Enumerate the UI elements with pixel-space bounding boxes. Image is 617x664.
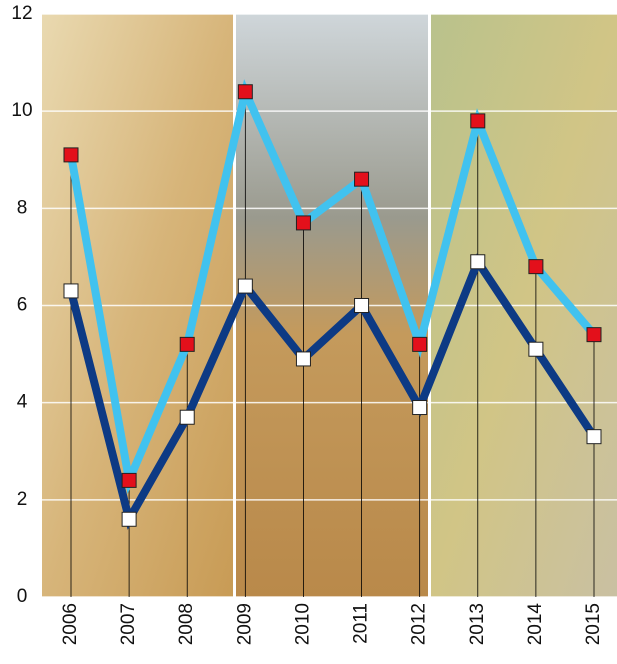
marker bbox=[63, 147, 79, 163]
marker bbox=[354, 298, 370, 313]
x-tick-label: 2014 bbox=[525, 603, 546, 646]
marker bbox=[237, 84, 253, 100]
marker bbox=[63, 283, 79, 299]
marker bbox=[121, 511, 137, 527]
marker bbox=[528, 341, 544, 357]
x-tick-label: 2008 bbox=[176, 603, 197, 645]
y-tick-label: 2 bbox=[17, 489, 28, 510]
x-tick-label: 2011 bbox=[351, 603, 372, 644]
x-tick-label: 2009 bbox=[234, 603, 255, 645]
x-tick-label: 2012 bbox=[409, 603, 430, 645]
marker bbox=[179, 336, 195, 352]
marker bbox=[412, 336, 428, 352]
x-tick-label: 2015 bbox=[583, 603, 604, 645]
y-tick-label: 0 bbox=[17, 586, 28, 607]
series-line bbox=[67, 253, 598, 530]
marker bbox=[237, 278, 253, 294]
x-tick-label: 2007 bbox=[118, 603, 139, 645]
series-line bbox=[67, 79, 598, 495]
marker bbox=[295, 215, 311, 231]
marker bbox=[295, 351, 311, 367]
marker bbox=[179, 409, 195, 425]
y-tick-label: 6 bbox=[17, 295, 28, 316]
marker bbox=[121, 472, 137, 488]
x-tick-label: 2006 bbox=[60, 603, 81, 645]
marker bbox=[412, 400, 428, 416]
y-tick-label: 10 bbox=[11, 100, 32, 121]
y-tick-label: 8 bbox=[17, 197, 28, 218]
marker bbox=[470, 113, 486, 129]
y-tick-label: 12 bbox=[11, 3, 32, 24]
marker bbox=[586, 327, 602, 343]
x-tick-label: 2010 bbox=[292, 603, 313, 645]
y-tick-label: 4 bbox=[17, 392, 28, 413]
marker bbox=[354, 171, 370, 187]
marker bbox=[586, 429, 602, 445]
x-tick-label: 2013 bbox=[467, 603, 488, 645]
marker bbox=[528, 259, 544, 275]
marker bbox=[470, 254, 486, 270]
